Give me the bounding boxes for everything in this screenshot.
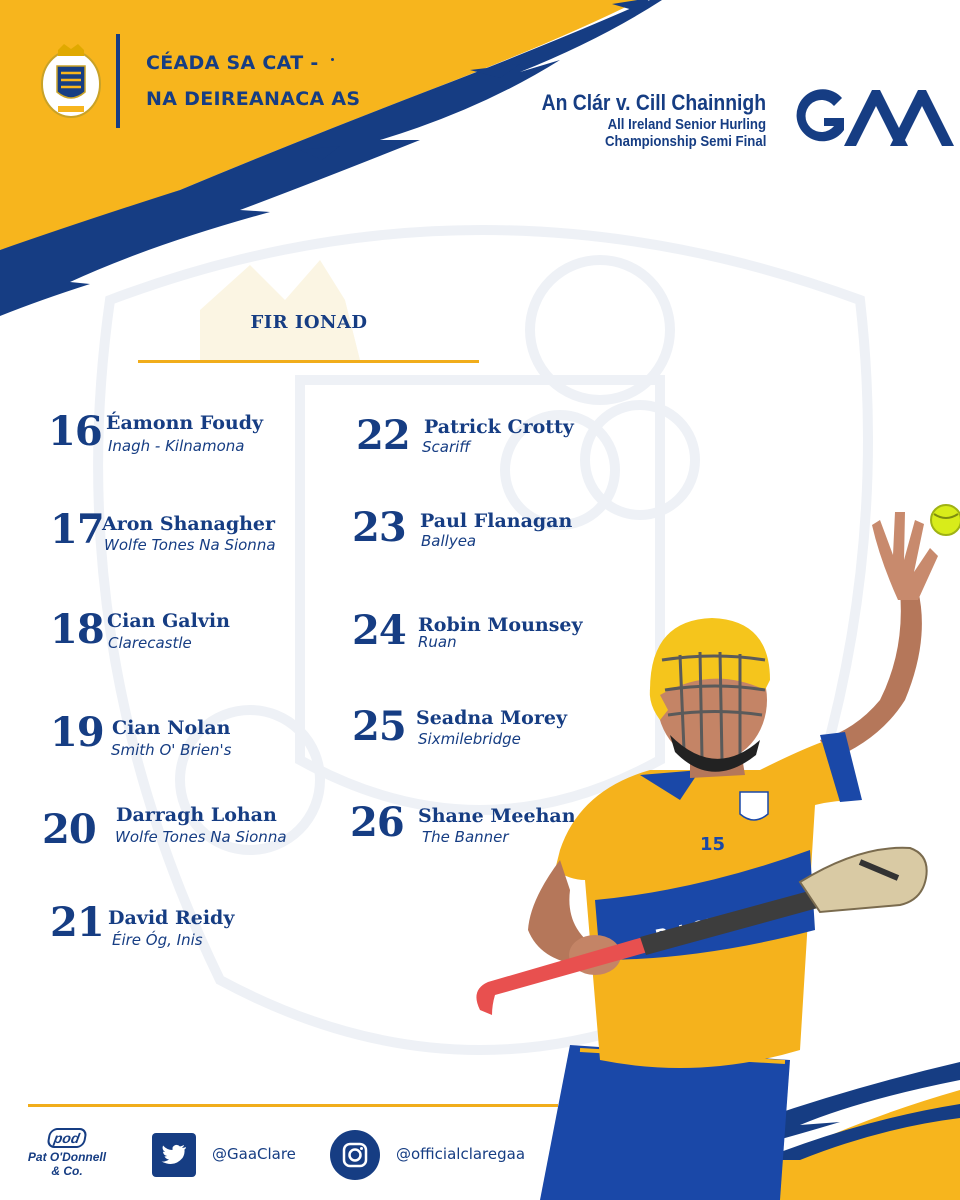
player-number: 26 (350, 799, 405, 846)
player-name: Seadna Morey (416, 707, 567, 729)
player-number: 22 (356, 412, 411, 459)
instagram-icon[interactable] (330, 1130, 380, 1180)
player-number: 17 (50, 506, 105, 553)
player-club: The Banner (422, 828, 509, 846)
player-club: Ballyea (421, 532, 477, 550)
clare-crest-icon (41, 44, 101, 118)
player-name: Robin Mounsey (418, 614, 583, 636)
sponsor-mark: pod (46, 1128, 88, 1148)
player-name: Shane Meehan (418, 805, 576, 827)
player-name: Patrick Crotty (424, 416, 574, 438)
footer-divider (28, 1104, 558, 1107)
match-title: An Clár v. Cill Chainnigh (541, 90, 766, 115)
instagram-handle[interactable]: @officialclaregaa (396, 1145, 526, 1163)
competition-line1: All Ireland Senior Hurling (607, 116, 766, 133)
player-club: Inagh - Kilnamona (108, 437, 245, 455)
player-club: Ruan (418, 633, 457, 651)
sponsor-name-line1: Pat O'Donnell (27, 1150, 107, 1164)
player-number: 20 (42, 806, 97, 853)
section-divider (138, 360, 479, 363)
player-club: Wolfe Tones Na Sionna (115, 828, 287, 846)
gaa-logo-icon (796, 89, 954, 146)
twitter-icon[interactable] (152, 1133, 196, 1177)
sponsor-name-line2: & Co. (51, 1164, 83, 1178)
player-number: 18 (50, 606, 105, 653)
player-number: 21 (50, 899, 105, 946)
player-club: Éire Óg, Inis (112, 931, 203, 949)
sponsor-logo: pod Pat O'Donnell & Co. (22, 1128, 112, 1178)
player-club: Clarecastle (108, 634, 192, 652)
player-number: 19 (50, 709, 105, 756)
player-name: Cian Galvin (107, 610, 230, 632)
jersey-number: 15 (700, 834, 725, 855)
player-club: Sixmilebridge (418, 730, 521, 748)
player-club: Wolfe Tones Na Sionna (104, 536, 276, 554)
title-dot (331, 58, 334, 61)
twitter-handle[interactable]: @GaaClare (212, 1145, 296, 1163)
player-number: 16 (48, 408, 103, 455)
player-name: Paul Flanagan (420, 510, 573, 532)
section-heading: FIR IONAD (250, 312, 368, 333)
hurler-photo: 15 Pat O'Donnell (476, 504, 960, 1200)
player-name: Éamonn Foudy (106, 412, 264, 434)
player-name: David Reidy (108, 907, 235, 929)
player-name: Cian Nolan (112, 717, 231, 739)
competition-line2: Championship Semi Final (604, 133, 766, 150)
player-club: Smith O' Brien's (111, 741, 232, 759)
player-number: 24 (352, 607, 407, 654)
player-club: Scariff (422, 438, 471, 456)
page-title-line2: NA DEIREANACA AS (146, 88, 361, 110)
player-name: Aron Shanagher (102, 513, 276, 535)
player-number: 25 (352, 703, 407, 750)
player-name: Darragh Lohan (116, 804, 277, 826)
header-banner-shape (0, 0, 662, 316)
page-title-line1: CÉADA SA CAT - (146, 52, 319, 74)
title-divider (116, 34, 120, 128)
player-number: 23 (352, 504, 407, 551)
